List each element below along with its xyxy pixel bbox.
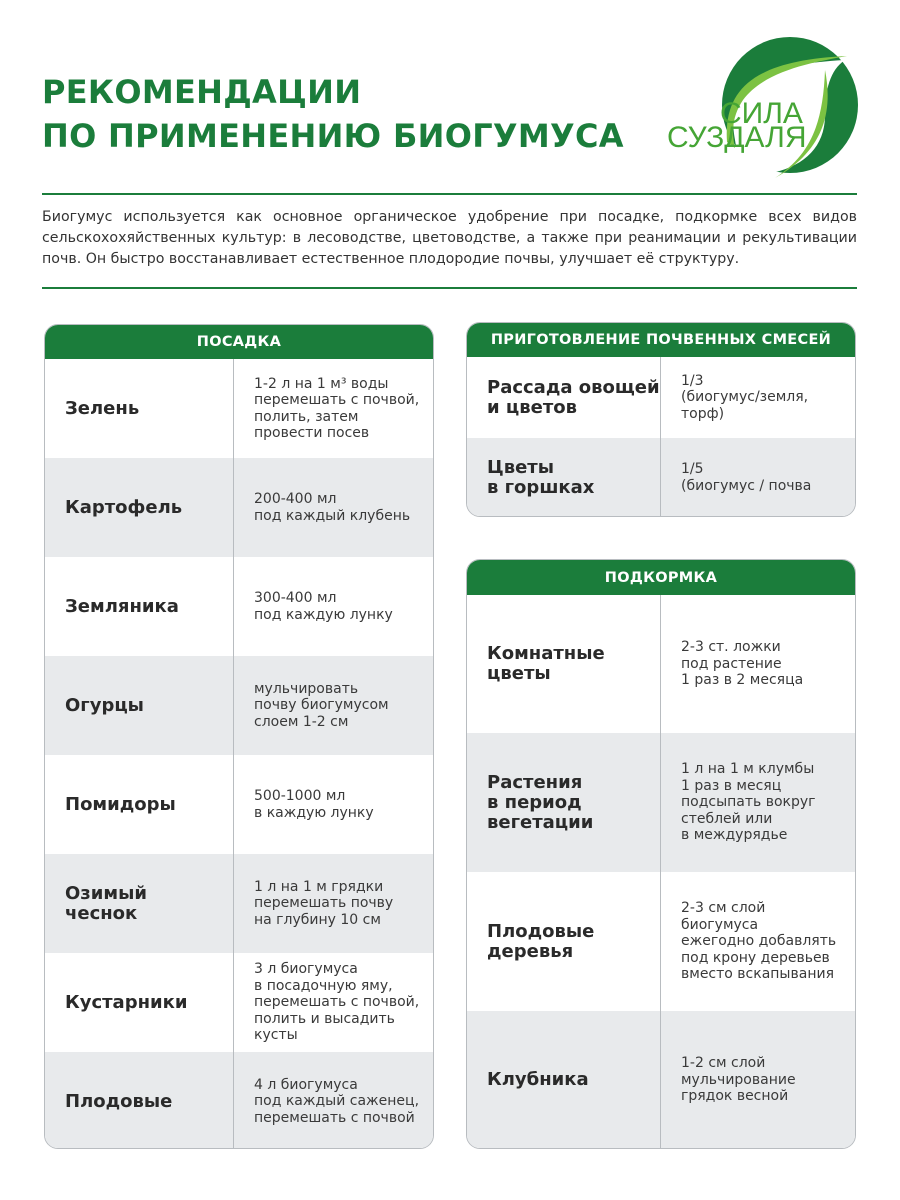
crop-name: Помидоры	[45, 755, 234, 854]
application-rate: 500-1000 мл в каждую лунку	[254, 788, 374, 821]
sila-suzdalya-logo: СИЛА СУЗДАЛЯ	[667, 37, 858, 178]
application-rate: 1/5 (биогумус / почва	[681, 461, 812, 494]
application-rate: 2-3 ст. ложки под растение 1 раз в 2 мес…	[681, 639, 804, 689]
crop-name: Земляника	[45, 557, 234, 656]
table-row: Цветы в горшках 1/5 (биогумус / почва	[467, 438, 855, 516]
application-rate: 1-2 см слой мульчирование грядок весной	[681, 1055, 796, 1105]
application-rate: 1 л на 1 м клумбы 1 раз в месяц подсыпат…	[681, 761, 816, 844]
application-rate: мульчировать почву биогумусом слоем 1-2 …	[254, 680, 389, 730]
crop-name: Цветы в горшках	[467, 438, 661, 516]
crop-name: Комнатные цветы	[467, 595, 661, 733]
application-rate: 1-2 л на 1 м³ воды перемешать с почвой, …	[254, 375, 420, 442]
application-rate: 4 л биогумуса под каждый саженец, переме…	[254, 1076, 420, 1126]
svg-text:СУЗДАЛЯ: СУЗДАЛЯ	[667, 121, 807, 154]
table-row: Рассада овощей и цветов 1/3 (биогумус/зем…	[467, 357, 855, 438]
soil-mixes-table: ПРИГОТОВЛЕНИЕ ПОЧВЕННЫХ СМЕСЕЙ Рассада о…	[466, 322, 856, 517]
application-rate: 1 л на 1 м грядки перемешать почву на гл…	[254, 878, 394, 928]
table-row: Зелень 1-2 л на 1 м³ воды перемешать с по…	[45, 359, 433, 458]
application-rate: 1/3 (биогумус/земля, торф)	[681, 372, 809, 422]
table-row: Огурцы мульчировать почву биогумусом слое…	[45, 656, 433, 755]
feeding-table: ПОДКОРМКА Комнатные цветы 2-3 ст. ложки п…	[466, 559, 856, 1149]
crop-name: Озимый чеснок	[45, 854, 234, 953]
application-rate: 3 л биогумуса в посадочную яму, перемеша…	[254, 961, 420, 1044]
soil-mixes-header: ПРИГОТОВЛЕНИЕ ПОЧВЕННЫХ СМЕСЕЙ	[467, 323, 855, 357]
crop-name: Рассада овощей и цветов	[467, 357, 661, 438]
crop-name: Плодовые	[45, 1052, 234, 1148]
title-line-2: ПО ПРИМЕНЕНИЮ БИОГУМУСА	[42, 117, 624, 155]
table-row: Кустарники 3 л биогумуса в посадочную яму…	[45, 953, 433, 1052]
table-row: Озимый чеснок 1 л на 1 м грядки перемешат…	[45, 854, 433, 953]
table-row: Картофель 200-400 мл под каждый клубень	[45, 458, 433, 557]
crop-name: Клубника	[467, 1011, 661, 1148]
table-row: Земляника 300-400 мл под каждую лунку	[45, 557, 433, 656]
table-row: Клубника 1-2 см слой мульчирование грядок…	[467, 1011, 855, 1148]
svg-text:СИЛА: СИЛА	[720, 97, 803, 130]
application-rate: 2-3 см слой биогумуса ежегодно добавлять…	[681, 900, 837, 983]
feeding-header: ПОДКОРМКА	[467, 560, 855, 595]
crop-name: Растения в период вегетации	[467, 733, 661, 872]
crop-name: Огурцы	[45, 656, 234, 755]
divider	[42, 193, 857, 195]
page-title: РЕКОМЕНДАЦИИ ПО ПРИМЕНЕНИЮ БИОГУМУСА	[42, 70, 624, 158]
table-row: Помидоры 500-1000 мл в каждую лунку	[45, 755, 433, 854]
crop-name: Зелень	[45, 359, 234, 458]
application-rate: 300-400 мл под каждую лунку	[254, 590, 393, 623]
crop-name: Кустарники	[45, 953, 234, 1052]
crop-name: Плодовые деревья	[467, 872, 661, 1011]
divider	[42, 287, 857, 289]
table-row: Плодовые деревья 2-3 см слой биогумуса еж…	[467, 872, 855, 1011]
table-row: Растения в период вегетации 1 л на 1 м кл…	[467, 733, 855, 872]
planting-table: ПОСАДКА Зелень 1-2 л на 1 м³ воды перемеш…	[44, 324, 434, 1149]
intro-text: Биогумус используется как основное орган…	[42, 209, 857, 267]
application-rate: 200-400 мл под каждый клубень	[254, 491, 411, 524]
table-row: Плодовые 4 л биогумуса под каждый саженец…	[45, 1052, 433, 1148]
title-line-1: РЕКОМЕНДАЦИИ	[42, 73, 362, 111]
crop-name: Картофель	[45, 458, 234, 557]
table-row: Комнатные цветы 2-3 ст. ложки под растени…	[467, 595, 855, 733]
planting-header: ПОСАДКА	[45, 325, 433, 359]
